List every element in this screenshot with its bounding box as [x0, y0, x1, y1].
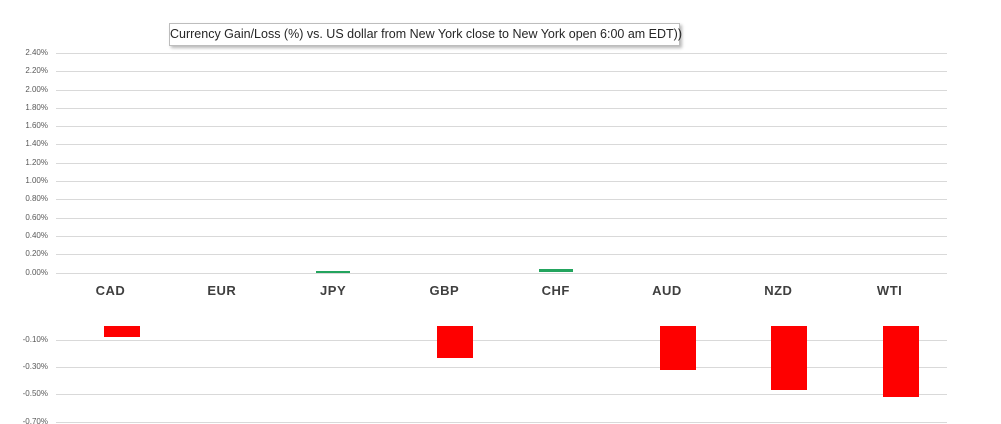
- y-axis-tick-label: 2.00%: [25, 84, 48, 94]
- y-axis-tick-label: 1.80%: [25, 102, 48, 112]
- y-axis-tick-label: 0.20%: [25, 249, 48, 259]
- negative-bar: [103, 326, 140, 337]
- negative-bar: [882, 326, 919, 398]
- negative-bar: [660, 326, 696, 370]
- gridline: [56, 181, 947, 182]
- y-axis-tick-label: 1.20%: [25, 157, 48, 167]
- y-axis-tick-label: 1.00%: [25, 176, 48, 185]
- y-axis-tick-label: 2.20%: [25, 66, 48, 76]
- positive-bar: [538, 268, 573, 273]
- category-label: GBP: [429, 283, 460, 298]
- gridline: [56, 71, 947, 73]
- category-label: JPY: [320, 283, 347, 298]
- gridline: [56, 272, 947, 274]
- gridline: [56, 339, 947, 341]
- gridline: [56, 421, 947, 423]
- y-axis-tick-label: 0.40%: [25, 230, 48, 240]
- gridline: [56, 394, 947, 396]
- negative-bar: [771, 326, 808, 391]
- gridline: [56, 52, 947, 54]
- gridline: [56, 107, 947, 109]
- gridline: [56, 89, 947, 91]
- positive-bar: [316, 270, 351, 273]
- category-label: CAD: [95, 283, 126, 298]
- y-axis-tick-label: 2.40%: [25, 47, 48, 57]
- category-label: AUD: [652, 283, 682, 298]
- chart-title: Currency Gain/Loss (%) vs. US dollar fro…: [169, 23, 682, 46]
- category-label: EUR: [207, 283, 237, 298]
- y-axis-tick-label: -0.50%: [22, 389, 48, 399]
- gridline: [56, 366, 947, 368]
- category-label: NZD: [764, 283, 793, 298]
- category-label: CHF: [541, 283, 570, 298]
- gridline: [56, 254, 947, 256]
- negative-bar: [437, 326, 474, 358]
- gridline: [56, 217, 947, 219]
- y-axis-tick-label: 0.60%: [25, 212, 48, 222]
- y-axis-tick-label: 0.00%: [25, 267, 48, 277]
- gridline: [56, 235, 947, 237]
- y-axis-tick-label: 0.80%: [25, 194, 48, 204]
- gridline: [56, 144, 947, 146]
- y-axis-tick-label: -0.10%: [22, 334, 48, 344]
- y-axis-tick-label: 1.40%: [25, 139, 48, 149]
- category-label: WTI: [876, 283, 903, 298]
- y-axis-tick-label: 1.60%: [25, 121, 48, 131]
- y-axis-tick-label: -0.70%: [22, 416, 48, 424]
- gridline: [56, 126, 947, 128]
- gridline: [56, 199, 947, 201]
- gridline: [56, 162, 947, 164]
- y-axis-tick-label: -0.30%: [22, 361, 48, 371]
